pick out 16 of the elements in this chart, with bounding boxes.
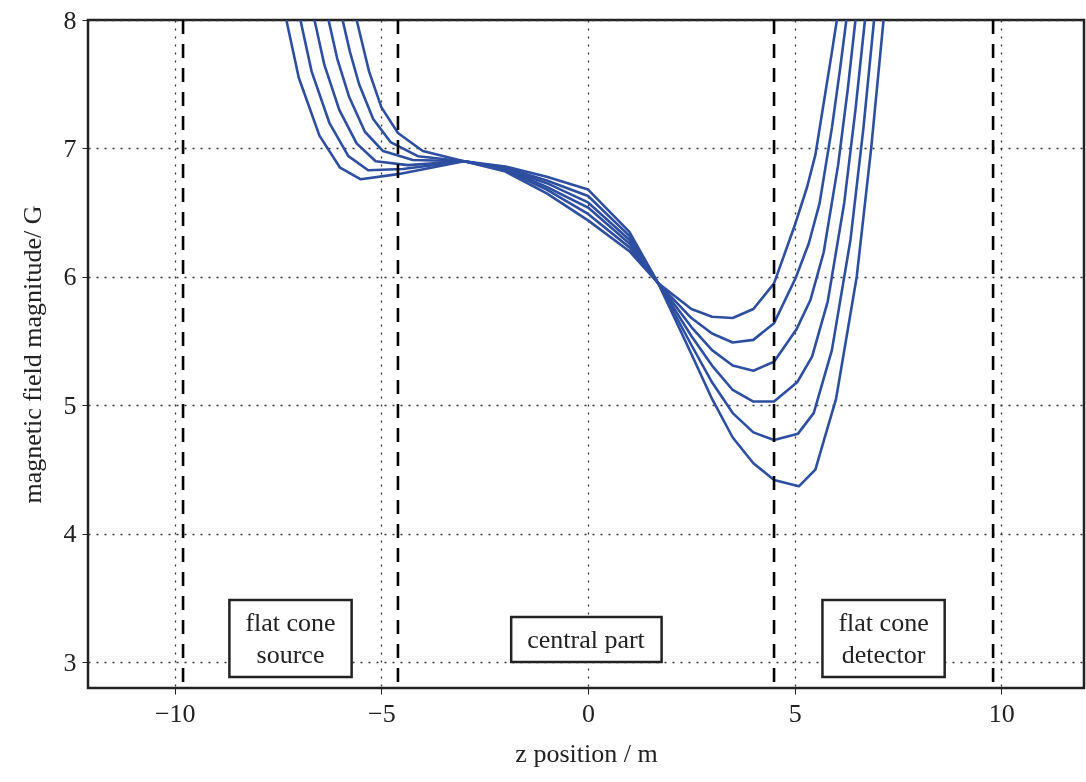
annotation: central part: [527, 625, 646, 654]
y-tick-label: 5: [63, 390, 77, 420]
x-tick-label: −10: [154, 698, 196, 728]
y-tick-label: 8: [63, 5, 77, 35]
annotation: flat cone detector: [838, 608, 929, 669]
annotation: flat cone source: [245, 608, 336, 669]
y-tick-label: 4: [63, 519, 77, 549]
y-axis-title: magnetic field magnitude/ G: [17, 205, 47, 504]
x-tick-label: 10: [988, 698, 1015, 728]
y-tick-label: 6: [63, 262, 77, 292]
x-tick-label: −5: [368, 698, 396, 728]
y-tick-label: 3: [63, 647, 77, 677]
x-tick-label: 0: [582, 698, 596, 728]
x-axis-title: z position / m: [515, 738, 658, 768]
y-tick-label: 7: [63, 133, 77, 163]
x-tick-label: 5: [788, 698, 802, 728]
